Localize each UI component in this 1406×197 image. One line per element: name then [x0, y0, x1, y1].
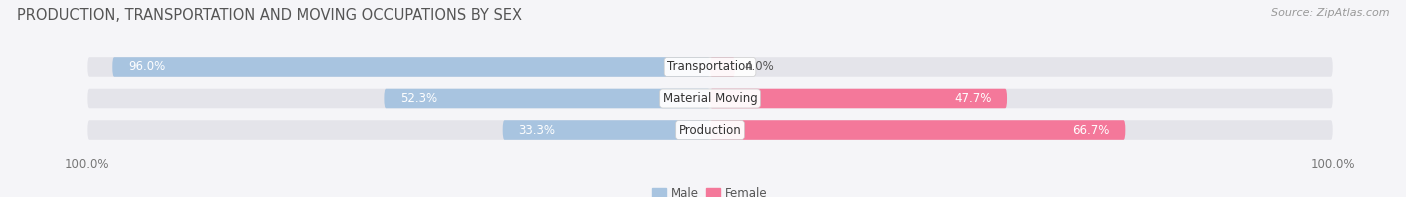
- Text: 47.7%: 47.7%: [955, 92, 991, 105]
- Text: PRODUCTION, TRANSPORTATION AND MOVING OCCUPATIONS BY SEX: PRODUCTION, TRANSPORTATION AND MOVING OC…: [17, 8, 522, 23]
- FancyBboxPatch shape: [87, 120, 1333, 140]
- Text: 33.3%: 33.3%: [519, 124, 555, 137]
- FancyBboxPatch shape: [87, 57, 1333, 77]
- Text: 52.3%: 52.3%: [399, 92, 437, 105]
- Legend: Male, Female: Male, Female: [648, 183, 772, 197]
- FancyBboxPatch shape: [87, 89, 1333, 108]
- Text: 4.0%: 4.0%: [744, 60, 775, 73]
- Text: Material Moving: Material Moving: [662, 92, 758, 105]
- FancyBboxPatch shape: [710, 89, 1007, 108]
- Text: Source: ZipAtlas.com: Source: ZipAtlas.com: [1271, 8, 1389, 18]
- Text: 96.0%: 96.0%: [128, 60, 165, 73]
- FancyBboxPatch shape: [384, 89, 710, 108]
- FancyBboxPatch shape: [710, 57, 735, 77]
- FancyBboxPatch shape: [503, 120, 710, 140]
- FancyBboxPatch shape: [710, 120, 1125, 140]
- Text: Production: Production: [679, 124, 741, 137]
- Text: Transportation: Transportation: [668, 60, 752, 73]
- FancyBboxPatch shape: [112, 57, 710, 77]
- Text: 66.7%: 66.7%: [1073, 124, 1109, 137]
